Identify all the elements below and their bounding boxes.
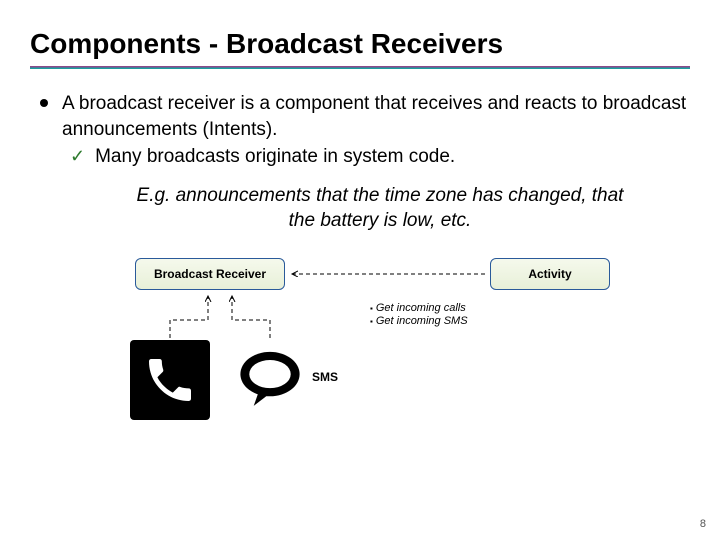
annotation-item: Get incoming SMS (370, 315, 468, 328)
sms-icon (230, 340, 310, 420)
title-underline (30, 66, 690, 69)
annotation-list: Get incoming calls Get incoming SMS (370, 302, 468, 328)
sub-bullet-text: Many broadcasts originate in system code… (95, 144, 455, 170)
check-icon: ✓ (70, 146, 85, 167)
slide: Components - Broadcast Receivers A broad… (0, 0, 720, 458)
diagram: Broadcast Receiver Activity Get incoming… (30, 258, 690, 458)
example-text: E.g. announcements that the time zone ha… (130, 184, 630, 233)
bullet-dot-icon (40, 99, 48, 107)
annotation-item: Get incoming calls (370, 302, 468, 315)
phone-icon (130, 340, 210, 420)
sub-bullet: ✓ Many broadcasts originate in system co… (70, 144, 690, 170)
page-number: 8 (700, 518, 706, 530)
broadcast-receiver-box: Broadcast Receiver (135, 258, 285, 290)
activity-box: Activity (490, 258, 610, 290)
sms-label: SMS (312, 370, 338, 384)
slide-title: Components - Broadcast Receivers (30, 28, 690, 60)
main-bullet: A broadcast receiver is a component that… (40, 91, 690, 142)
main-bullet-text: A broadcast receiver is a component that… (62, 91, 690, 142)
